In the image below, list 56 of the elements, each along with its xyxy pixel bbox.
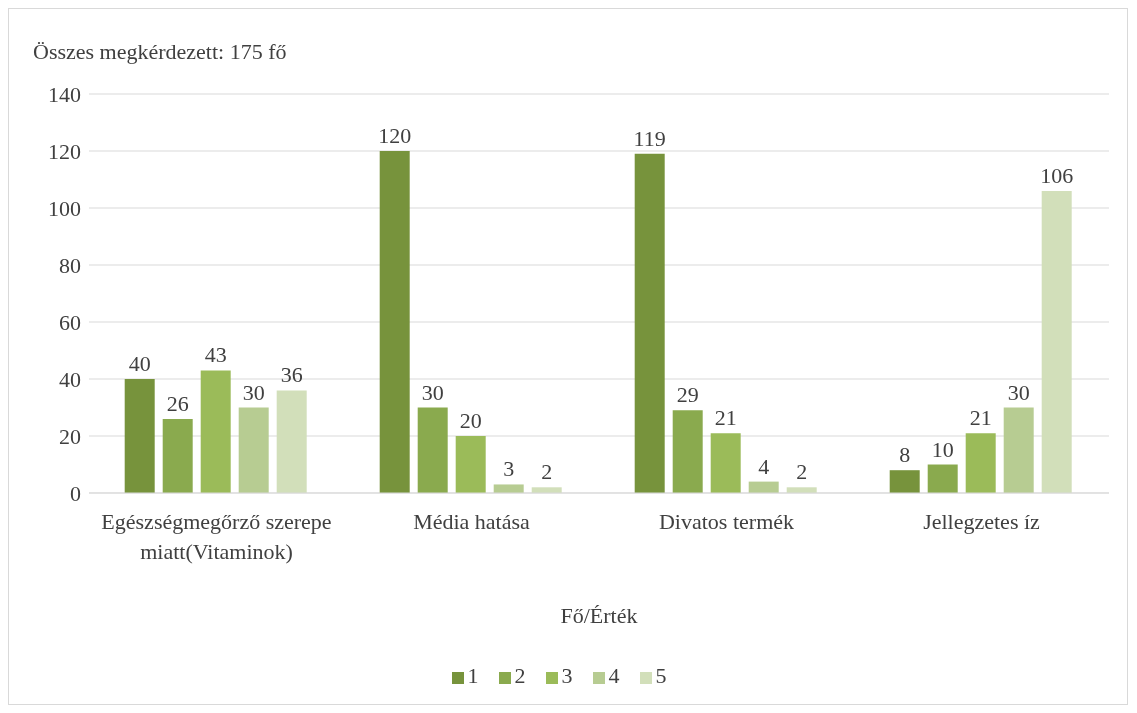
data-label: 2 bbox=[541, 459, 553, 485]
data-label: 30 bbox=[421, 379, 444, 405]
data-label: 43 bbox=[204, 342, 227, 368]
data-label: 21 bbox=[714, 405, 737, 431]
y-tick-label: 120 bbox=[48, 138, 81, 164]
bar bbox=[672, 410, 703, 493]
bar bbox=[1003, 407, 1034, 493]
bar bbox=[124, 379, 155, 493]
y-tick-label: 140 bbox=[48, 81, 81, 107]
bar bbox=[927, 464, 958, 493]
legend-label: 5 bbox=[655, 663, 667, 688]
data-label: 26 bbox=[166, 390, 189, 416]
bar bbox=[493, 484, 524, 493]
y-tick-label: 80 bbox=[59, 252, 81, 278]
data-label: 36 bbox=[280, 362, 303, 388]
data-label: 119 bbox=[633, 125, 666, 151]
data-label: 10 bbox=[931, 436, 954, 462]
data-label: 4 bbox=[758, 453, 770, 479]
y-tick-label: 100 bbox=[48, 195, 81, 221]
data-label: 21 bbox=[969, 405, 992, 431]
bar bbox=[1041, 190, 1072, 493]
data-label: 120 bbox=[378, 123, 412, 148]
bar bbox=[889, 470, 920, 493]
legend-label: 3 bbox=[561, 663, 573, 688]
data-label: 3 bbox=[503, 456, 515, 482]
bar bbox=[417, 407, 448, 493]
y-tick-label: 0 bbox=[70, 480, 81, 506]
y-tick-label: 60 bbox=[59, 309, 81, 335]
bar bbox=[276, 390, 307, 493]
x-tick-label: Divatos termék bbox=[658, 508, 795, 534]
legend-label: 2 bbox=[514, 663, 526, 688]
bar bbox=[965, 433, 996, 493]
bar bbox=[238, 407, 269, 493]
y-tick-label: 40 bbox=[59, 366, 81, 392]
bar bbox=[200, 370, 231, 493]
bar bbox=[455, 436, 486, 493]
x-axis-title: Fő/Érték bbox=[560, 603, 638, 628]
x-tick-label: Média hatása bbox=[413, 508, 531, 534]
bar bbox=[162, 418, 193, 493]
data-label: 29 bbox=[676, 382, 699, 408]
bar bbox=[710, 433, 741, 493]
y-tick-label: 20 bbox=[59, 423, 81, 449]
x-tick-label: Jellegzetes íz bbox=[923, 508, 1041, 534]
legend-label: 4 bbox=[608, 663, 620, 688]
data-label: 106 bbox=[1040, 162, 1074, 188]
data-label: 40 bbox=[128, 351, 151, 376]
bar bbox=[634, 153, 665, 493]
x-tick-label: Egészségmegőrző szerepe miatt(Vitaminok) bbox=[101, 508, 332, 564]
chart-title: Összes megkérdezett: 175 fő bbox=[33, 39, 287, 65]
data-label: 30 bbox=[1007, 379, 1030, 405]
legend-label: 1 bbox=[467, 663, 479, 688]
data-label: 30 bbox=[242, 379, 265, 405]
data-label: 8 bbox=[899, 442, 911, 468]
data-label: 2 bbox=[796, 459, 808, 485]
data-label: 20 bbox=[459, 408, 482, 433]
bar bbox=[379, 151, 410, 493]
